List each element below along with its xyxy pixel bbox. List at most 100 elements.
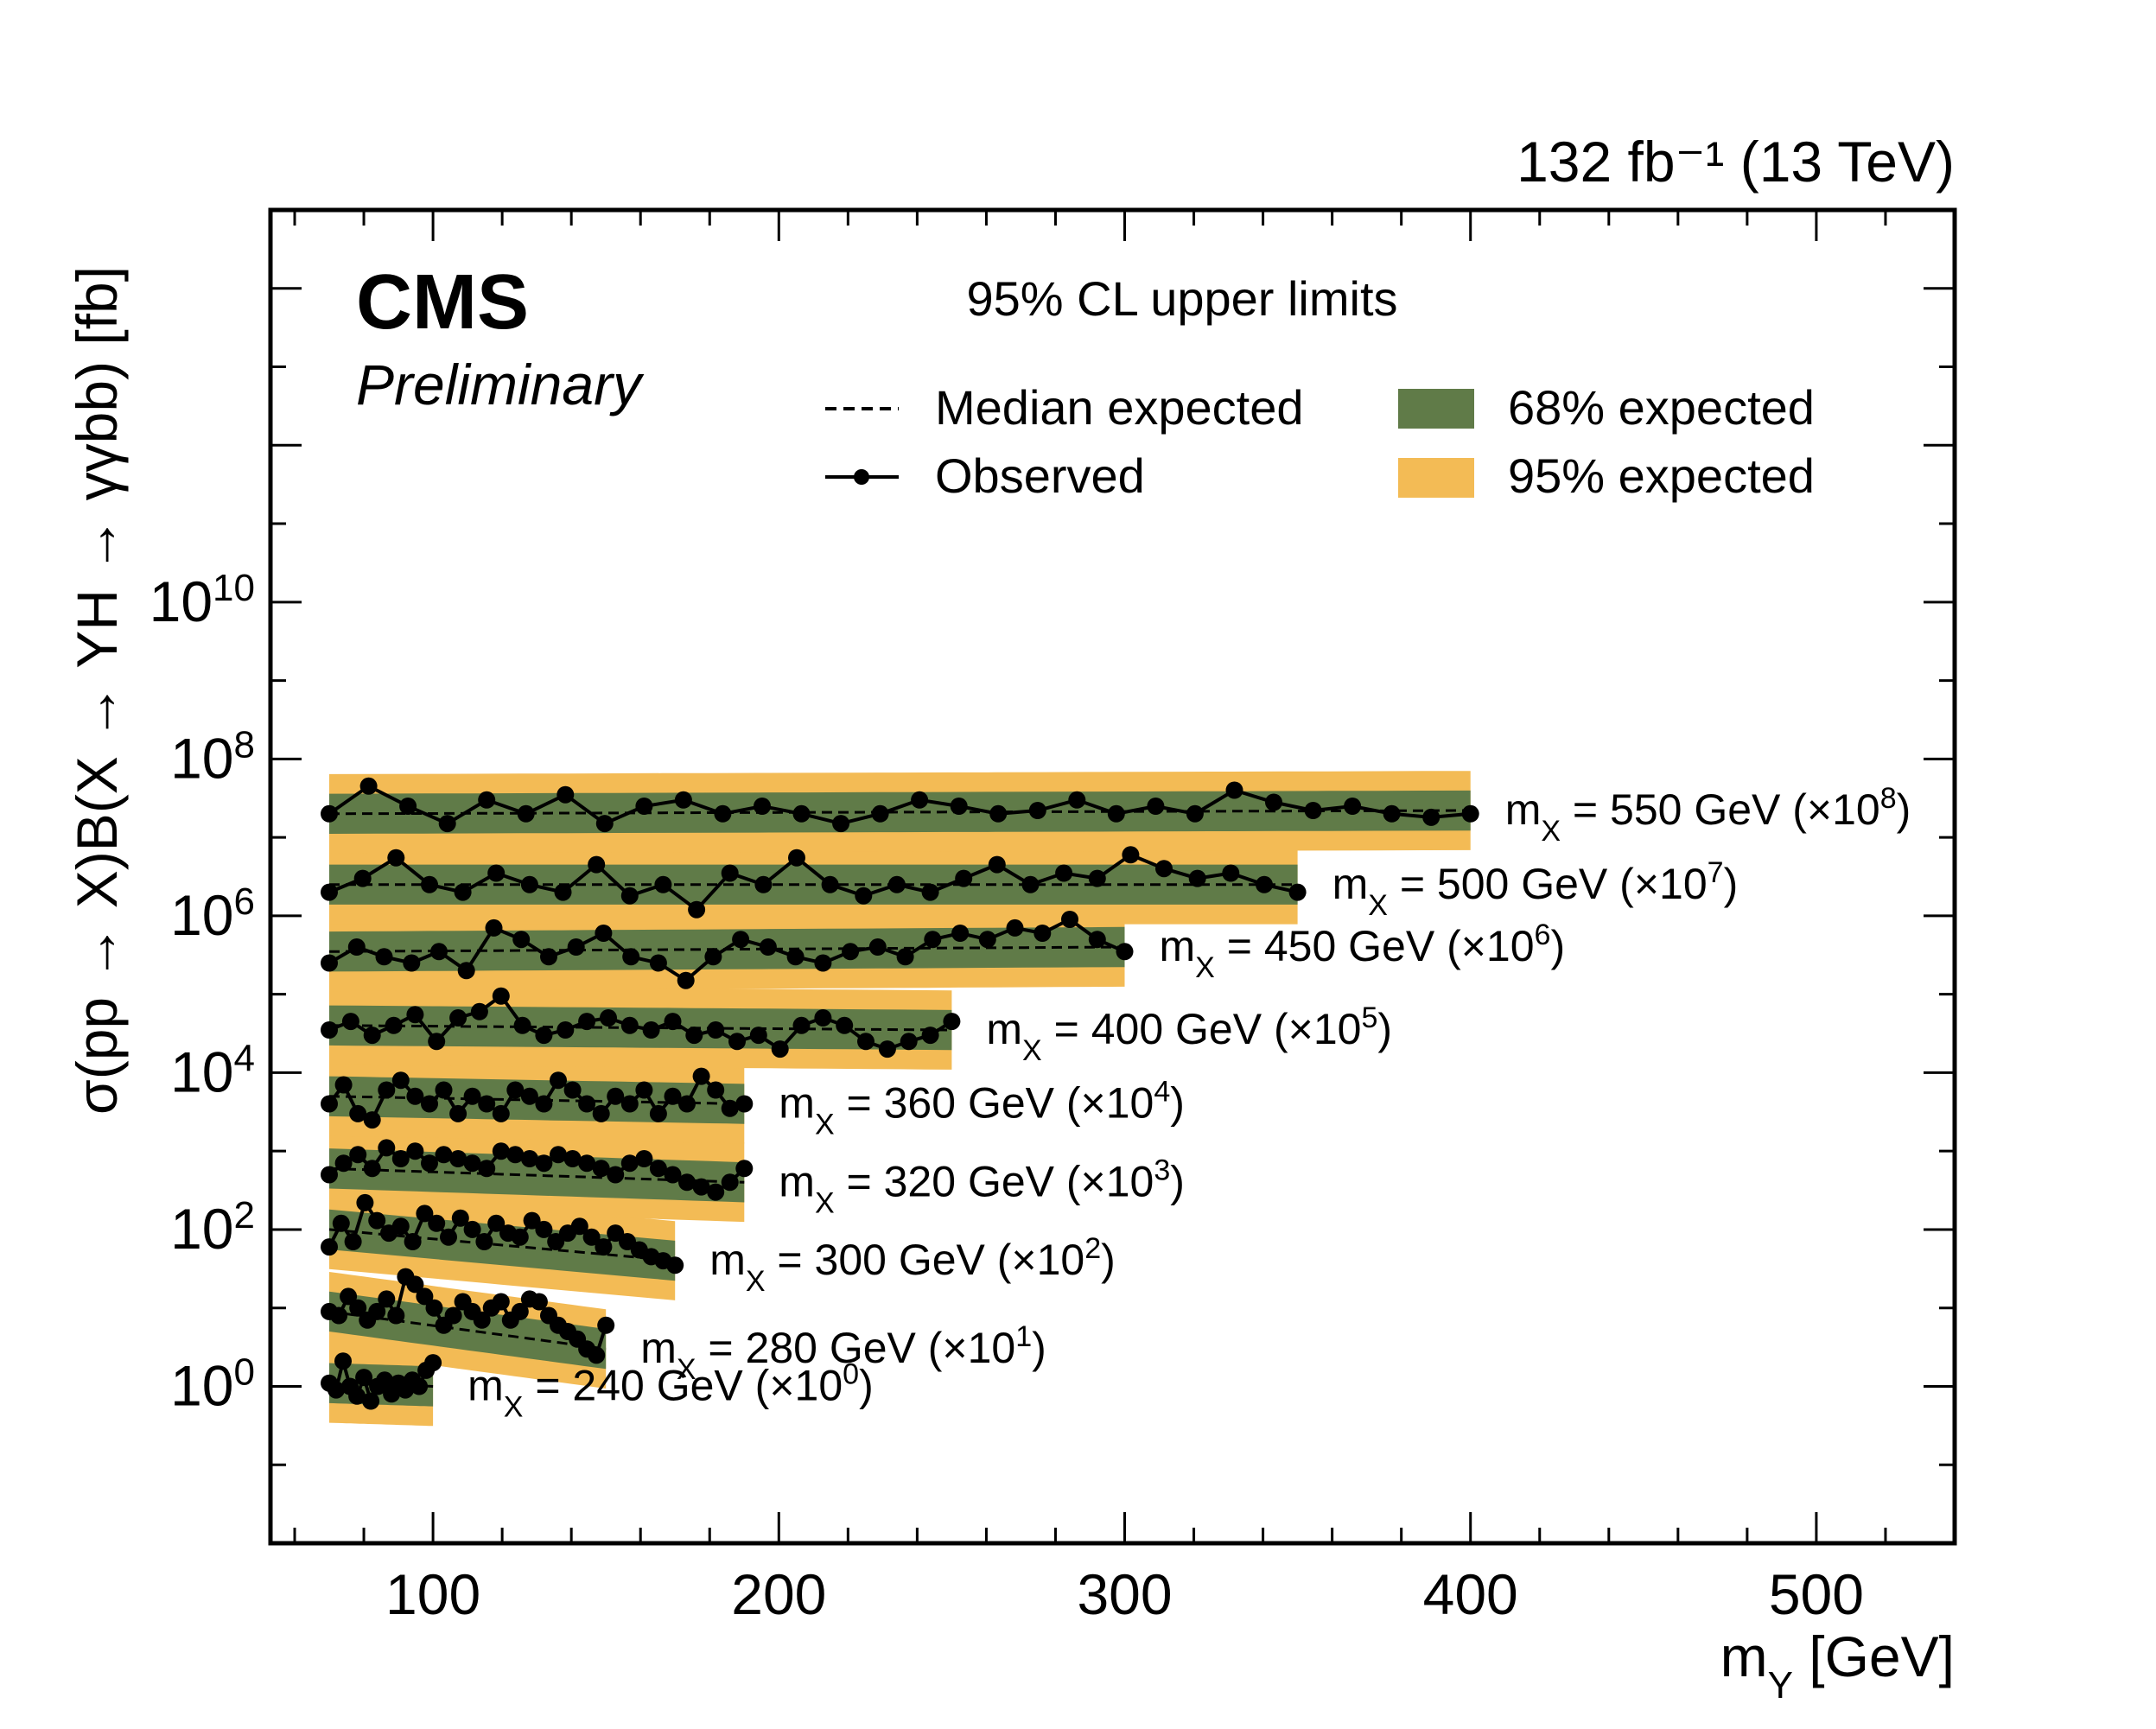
- observed-point-300-11: [451, 1209, 469, 1227]
- observed-point-320-11: [478, 1160, 496, 1178]
- observed-point-320-6: [406, 1142, 424, 1160]
- observed-point-500-17: [887, 875, 906, 893]
- observed-point-500-3: [421, 875, 438, 893]
- legend-band68-swatch: [1398, 389, 1474, 429]
- observed-point-320-12: [492, 1142, 510, 1160]
- observed-point-500-11: [688, 900, 706, 919]
- observed-point-550-26: [1344, 798, 1362, 815]
- observed-point-400-5: [428, 1033, 446, 1051]
- x-axis-ticks: 100 200 300 400 500: [293, 210, 1887, 1626]
- observed-point-550-21: [1147, 798, 1165, 815]
- observed-point-450-4: [430, 943, 448, 961]
- observed-point-550-8: [635, 798, 653, 815]
- observed-point-320-14: [520, 1150, 538, 1167]
- observed-point-300-18: [535, 1220, 553, 1238]
- observed-point-500-2: [387, 849, 405, 867]
- observed-point-300-12: [463, 1220, 481, 1238]
- observed-point-400-4: [406, 1006, 424, 1024]
- series-label-400: mX = 400 GeV (×105): [986, 1001, 1392, 1067]
- observed-point-320-18: [578, 1154, 596, 1173]
- series-label-450: mX = 450 GeV (×106): [1160, 919, 1566, 984]
- observed-point-550-28: [1422, 808, 1441, 826]
- observed-point-320-1: [334, 1154, 353, 1173]
- observed-point-450-6: [485, 919, 503, 937]
- observed-point-360-12: [492, 1104, 510, 1122]
- observed-point-550-15: [911, 791, 929, 809]
- observed-point-400-18: [707, 1021, 725, 1039]
- observed-point-500-25: [1155, 860, 1173, 878]
- observed-point-550-10: [714, 804, 732, 823]
- observed-point-280-6: [378, 1290, 396, 1308]
- observed-point-500-0: [321, 883, 338, 901]
- legend-observed-label: Observed: [935, 448, 1145, 503]
- observed-point-300-1: [332, 1214, 350, 1232]
- x-tick-label: 100: [385, 1562, 480, 1626]
- observed-point-240-13: [410, 1377, 429, 1395]
- y-tick-label: 1010: [149, 566, 255, 633]
- observed-point-450-28: [1088, 931, 1106, 949]
- observed-point-550-19: [1068, 791, 1086, 809]
- observed-point-320-0: [321, 1166, 338, 1184]
- observed-point-400-8: [492, 987, 510, 1005]
- observed-point-240-4: [348, 1387, 366, 1405]
- observed-point-360-10: [463, 1087, 481, 1105]
- observed-point-280-9: [406, 1275, 424, 1294]
- observed-point-320-28: [721, 1173, 739, 1192]
- observed-point-360-1: [334, 1076, 353, 1094]
- observed-point-500-26: [1188, 869, 1206, 887]
- plot-title: 95% CL upper limits: [966, 271, 1397, 326]
- y-tick-label: 102: [170, 1193, 255, 1261]
- observed-point-320-2: [349, 1146, 367, 1164]
- observed-point-320-13: [506, 1146, 525, 1164]
- series-label-300: mX = 300 GeV (×102): [709, 1232, 1116, 1298]
- observed-point-500-15: [821, 875, 839, 893]
- observed-point-400-2: [363, 1027, 381, 1045]
- legend-median-label: Median expected: [935, 380, 1304, 435]
- observed-point-360-23: [649, 1104, 667, 1122]
- observed-point-400-13: [600, 1009, 617, 1027]
- observed-point-360-15: [535, 1095, 553, 1113]
- observed-point-240-2: [334, 1352, 352, 1370]
- observed-point-550-20: [1107, 804, 1125, 823]
- observed-point-240-6: [362, 1392, 380, 1410]
- observed-point-450-14: [704, 948, 722, 966]
- observed-point-360-14: [520, 1087, 538, 1105]
- observed-point-550-16: [950, 798, 968, 815]
- observed-point-450-16: [759, 938, 777, 956]
- observed-point-280-28: [588, 1346, 606, 1364]
- series-label-550: mX = 550 GeV (×108): [1505, 782, 1911, 848]
- observed-point-400-25: [857, 1033, 874, 1051]
- series-label-500: mX = 500 GeV (×107): [1332, 856, 1739, 922]
- observed-point-450-26: [1033, 925, 1052, 942]
- observed-point-300-29: [666, 1256, 684, 1275]
- observed-point-550-23: [1225, 781, 1243, 799]
- observed-point-400-24: [836, 1016, 854, 1034]
- observed-point-450-27: [1061, 911, 1078, 928]
- observed-point-400-14: [620, 1016, 639, 1034]
- observed-point-400-15: [642, 1021, 660, 1039]
- observed-point-550-0: [321, 804, 338, 823]
- observed-point-400-23: [814, 1009, 832, 1027]
- observed-point-400-27: [900, 1033, 918, 1051]
- observed-point-280-22: [530, 1293, 548, 1311]
- observed-point-400-21: [771, 1040, 789, 1058]
- observed-point-450-11: [622, 948, 640, 966]
- observed-point-450-18: [814, 954, 832, 972]
- observed-point-500-20: [988, 855, 1006, 874]
- observed-point-500-14: [788, 849, 805, 867]
- observed-point-360-8: [435, 1081, 453, 1099]
- observed-point-280-2: [340, 1287, 358, 1306]
- lumi-label: 132 fb⁻¹ (13 TeV): [1517, 130, 1955, 194]
- observed-point-500-9: [620, 887, 639, 905]
- observed-point-360-26: [692, 1067, 710, 1085]
- observed-point-400-10: [535, 1027, 553, 1045]
- observed-point-320-29: [735, 1160, 754, 1178]
- observed-point-550-27: [1383, 804, 1401, 823]
- observed-point-450-22: [924, 931, 942, 949]
- observed-point-240-1: [328, 1381, 345, 1399]
- observed-point-320-15: [535, 1154, 553, 1173]
- observed-point-450-3: [403, 954, 421, 972]
- observed-point-400-9: [513, 1016, 531, 1034]
